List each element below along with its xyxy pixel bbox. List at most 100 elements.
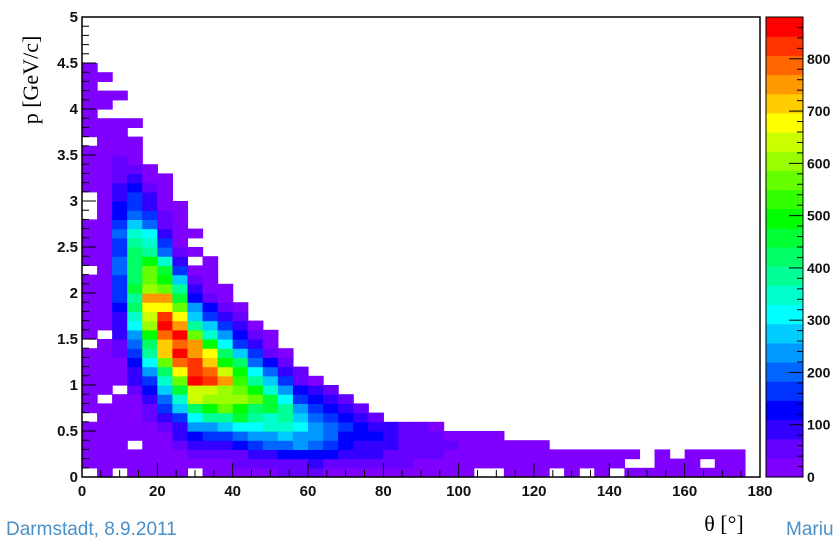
heatmap-cell xyxy=(654,467,671,478)
heatmap-cell xyxy=(277,421,294,432)
heatmap-cell xyxy=(217,421,234,432)
heatmap-cell xyxy=(383,467,399,478)
heatmap-cell xyxy=(127,191,143,202)
heatmap-cell xyxy=(308,385,324,395)
heatmap-cell xyxy=(187,283,204,294)
x-tick-label: 80 xyxy=(375,483,392,500)
heatmap-cell xyxy=(157,440,173,450)
heatmap-cell xyxy=(714,458,731,469)
heatmap-cell xyxy=(112,118,128,128)
heatmap-cell xyxy=(277,403,294,414)
heatmap-cell xyxy=(308,431,324,441)
heatmap-cell xyxy=(127,274,143,285)
heatmap-cell xyxy=(308,449,324,460)
heatmap-cell xyxy=(112,375,128,386)
heatmap-cell xyxy=(127,228,143,239)
heatmap-cell xyxy=(112,348,128,358)
heatmap-cell xyxy=(157,210,173,220)
heatmap-cell xyxy=(217,440,234,450)
heatmap-cell xyxy=(187,357,204,368)
heatmap-cell xyxy=(142,348,158,358)
heatmap-cell xyxy=(157,237,173,248)
heatmap-cell xyxy=(503,449,520,460)
heatmap-cell xyxy=(428,467,445,478)
heatmap-cell xyxy=(488,440,505,450)
heatmap-cell xyxy=(82,247,98,257)
heatmap-cell xyxy=(292,412,309,423)
heatmap-cell xyxy=(97,440,113,450)
heatmap-cell xyxy=(142,265,158,276)
heatmap-cell xyxy=(157,247,173,257)
heatmap-cell xyxy=(277,385,294,395)
heatmap-cell xyxy=(488,431,505,441)
heatmap-cell xyxy=(503,458,520,469)
heatmap-cell xyxy=(594,458,610,469)
heatmap-cell xyxy=(308,440,324,450)
heatmap-cell xyxy=(157,467,173,478)
heatmap-cell xyxy=(443,431,460,441)
heatmap-cell xyxy=(714,449,731,460)
z-tick-label: 0 xyxy=(807,469,815,485)
heatmap-cell xyxy=(112,431,128,441)
heatmap-cell xyxy=(458,440,475,450)
heatmap-cell xyxy=(473,431,490,441)
heatmap-cell xyxy=(217,449,234,460)
heatmap-cell xyxy=(112,127,128,138)
footer-author: Mariu xyxy=(786,519,834,540)
heatmap-cell xyxy=(97,265,113,276)
z-tick-label: 600 xyxy=(807,155,831,171)
z-tick-label: 500 xyxy=(807,208,831,224)
x-axis-title: θ [°] xyxy=(704,511,744,536)
z-tick-label: 700 xyxy=(807,103,831,119)
heatmap-cell xyxy=(82,182,98,193)
heatmap-cell xyxy=(232,385,249,395)
heatmap-cell xyxy=(142,274,158,285)
heatmap-cell xyxy=(413,449,430,460)
heatmap-cell xyxy=(383,440,399,450)
heatmap-cell xyxy=(308,394,324,404)
heatmap-cell xyxy=(172,467,189,478)
heatmap-cell xyxy=(157,458,173,469)
heatmap-cell xyxy=(262,385,279,395)
heatmap-cell xyxy=(157,191,173,202)
heatmap-cell xyxy=(142,237,158,248)
heatmap-cell xyxy=(292,403,309,414)
heatmap-cell xyxy=(142,339,158,349)
heatmap-cell xyxy=(308,403,324,414)
heatmap-cell xyxy=(97,182,113,193)
heatmap-cell xyxy=(127,247,143,257)
heatmap-cell xyxy=(368,421,384,432)
heatmap-cell xyxy=(292,440,309,450)
heatmap-cell xyxy=(82,237,98,248)
heatmap-cell xyxy=(157,449,173,460)
footer-location-date: Darmstadt, 8.9.2011 xyxy=(6,519,177,540)
heatmap-cell xyxy=(97,449,113,460)
heatmap-cell xyxy=(82,118,98,128)
heatmap-cell xyxy=(247,375,264,386)
heatmap-cell xyxy=(202,385,219,395)
heatmap-cell xyxy=(684,458,701,469)
heatmap-cell xyxy=(112,458,128,469)
heatmap-cell xyxy=(232,394,249,404)
heatmap-cell xyxy=(97,90,113,101)
heatmap-cell xyxy=(383,421,399,432)
heatmap-cell xyxy=(127,467,143,478)
heatmap-cell xyxy=(262,431,279,441)
heatmap-cell xyxy=(187,375,204,386)
heatmap-cell xyxy=(82,155,98,165)
heatmap-cell xyxy=(142,320,158,331)
heatmap-cell xyxy=(232,440,249,450)
heatmap-cell xyxy=(157,403,173,414)
heatmap-cell xyxy=(217,293,234,303)
heatmap-cell xyxy=(232,302,249,312)
heatmap-cell xyxy=(127,283,143,294)
heatmap-cell xyxy=(398,467,415,478)
heatmap-cell xyxy=(157,357,173,368)
heatmap-cell xyxy=(142,375,158,386)
heatmap-cell xyxy=(187,385,204,395)
color-scale-step xyxy=(766,419,803,440)
heatmap-cell xyxy=(684,449,701,460)
heatmap-cell xyxy=(428,421,445,432)
heatmap-cell xyxy=(142,458,158,469)
heatmap-cell xyxy=(112,440,128,450)
